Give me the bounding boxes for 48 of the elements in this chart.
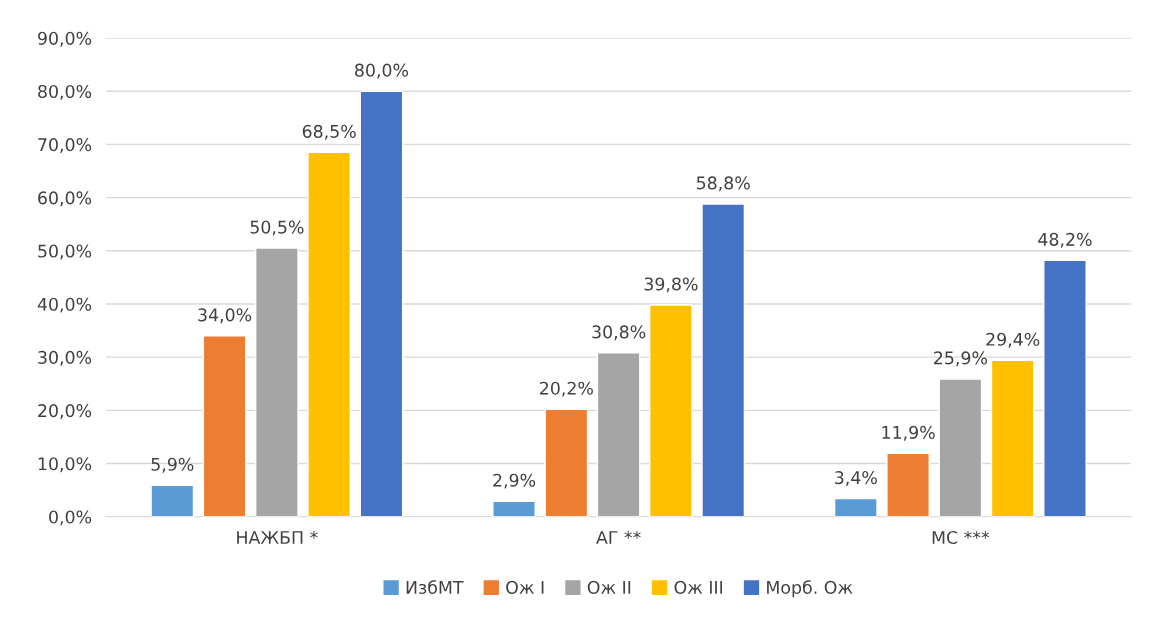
bar	[544, 408, 589, 517]
y-tick-label: 70,0%	[38, 138, 92, 154]
x-tick-label: МС ***	[932, 530, 990, 545]
data-label: 2,9%	[493, 473, 536, 489]
data-label: 25,9%	[934, 351, 987, 367]
bar	[202, 335, 247, 517]
data-label: 48,2%	[1038, 232, 1092, 248]
bar	[150, 484, 195, 517]
x-tick-label: НАЖБП *	[237, 530, 318, 544]
y-tick-label: 80,0%	[38, 84, 92, 100]
data-label: 3,4%	[835, 471, 877, 486]
bar	[886, 452, 930, 517]
bar	[938, 378, 983, 517]
data-label: 80,0%	[355, 63, 409, 79]
data-label: 68,5%	[302, 124, 356, 140]
data-label: 30,8%	[592, 325, 646, 341]
data-label: 58,8%	[696, 176, 750, 192]
legend-label: ИзбМТ	[406, 580, 464, 594]
bar	[833, 497, 878, 517]
legend-label: Морб. Ож	[767, 580, 853, 598]
bar	[701, 203, 746, 517]
bar	[492, 500, 536, 517]
data-label: 29,4%	[986, 332, 1040, 348]
y-tick-label: 60,0%	[38, 191, 92, 207]
data-label: 50,5%	[250, 220, 304, 236]
data-label: 11,9%	[882, 425, 935, 441]
bar	[596, 352, 641, 517]
legend-label: Ож I	[506, 580, 544, 594]
bar	[1043, 259, 1087, 517]
legend-label: Ож III	[674, 580, 723, 594]
y-tick-label: 20,0%	[38, 404, 92, 419]
y-tick-label: 10,0%	[38, 457, 92, 473]
data-label: 20,2%	[540, 381, 593, 397]
legend-label: Ож II	[587, 580, 631, 594]
bar	[359, 90, 404, 517]
y-tick-label: 0,0%	[49, 510, 92, 526]
data-label: 5,9%	[151, 457, 194, 473]
y-tick-label: 40,0%	[37, 297, 92, 313]
y-tick-label: 90,0%	[38, 31, 92, 47]
x-tick-label: АГ **	[596, 530, 641, 544]
y-tick-label: 50,0%	[38, 244, 92, 260]
bar	[649, 304, 693, 517]
data-label: 34,0%	[198, 308, 252, 324]
bar	[990, 359, 1035, 517]
bar	[254, 247, 299, 517]
bar	[307, 151, 352, 517]
data-label: 39,8%	[644, 277, 698, 293]
y-tick-label: 30,0%	[38, 350, 92, 366]
